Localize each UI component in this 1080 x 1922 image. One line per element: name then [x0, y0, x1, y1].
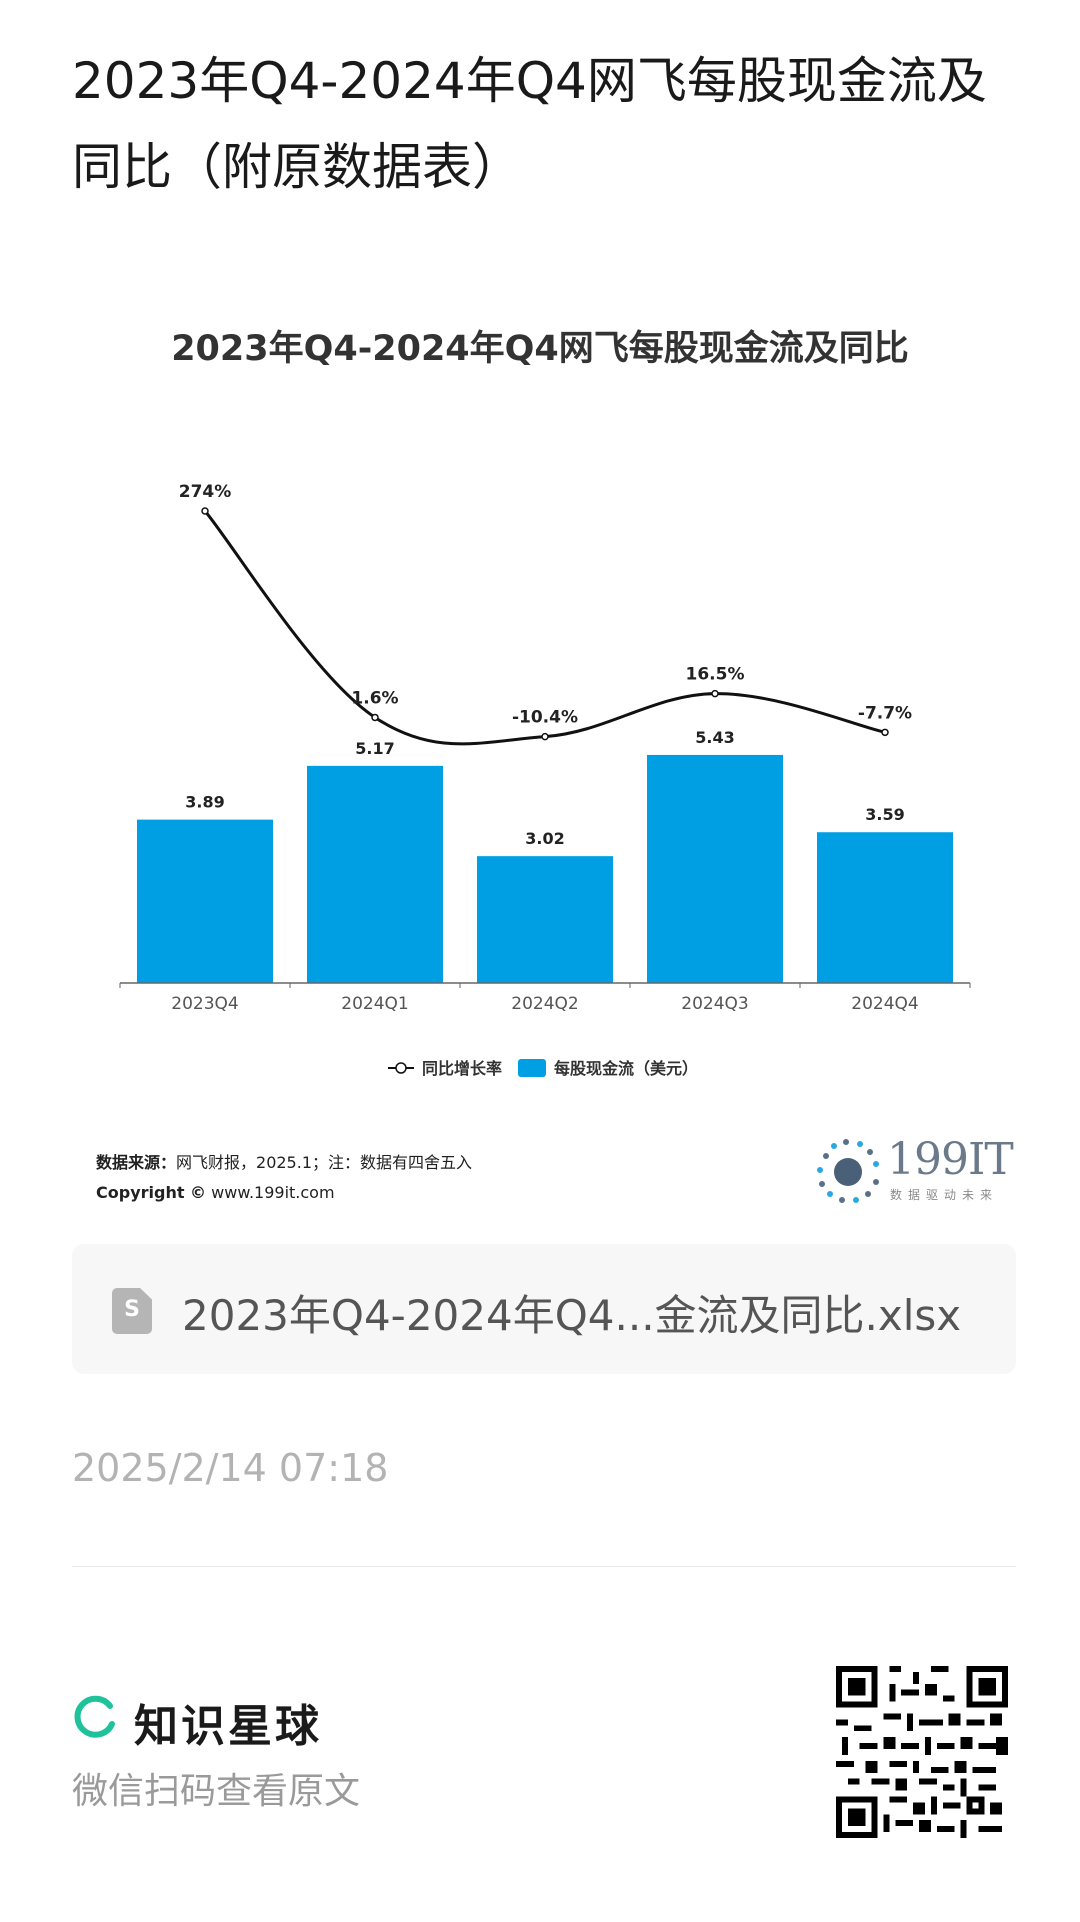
legend-growth-rate: 同比增长率	[422, 1059, 502, 1078]
qr-code-icon[interactable]	[836, 1666, 1008, 1838]
bar-2024Q3	[647, 754, 783, 983]
brand-name: 知识星球	[134, 1701, 322, 1752]
growth-rate-point	[201, 507, 209, 515]
scan-hint: 微信扫码查看原文	[72, 1771, 361, 1812]
growth-rate-point	[371, 713, 379, 722]
logo-dots-icon	[817, 1139, 879, 1203]
growth-rate-label: -7.7%	[858, 703, 912, 723]
source-text: 网飞财报，2025.1；注：数据有四舍五入	[176, 1153, 473, 1172]
bar-value-label: 5.17	[355, 739, 394, 758]
chart-container: 2023年Q4-2024年Q4网飞每股现金流及同比 3.89 2023Q4 5.17…	[0, 300, 1080, 1220]
logo-text: 199IT	[887, 1134, 1014, 1185]
growth-rate-label: 16.5%	[686, 665, 745, 685]
growth-rate-label: -10.4%	[512, 708, 578, 728]
x-tick-label: 2024Q3	[681, 994, 748, 1014]
bar-2024Q4	[817, 832, 953, 983]
growth-rate-label: 274%	[179, 482, 232, 502]
source-note: 数据来源：网飞财报，2025.1；注：数据有四舍五入 Copyright © w…	[96, 1148, 472, 1208]
bar-value-label: 5.43	[695, 728, 734, 747]
x-tick-label: 2024Q4	[851, 994, 918, 1014]
source-label: 数据来源：	[96, 1153, 177, 1172]
growth-rate-point	[711, 689, 719, 698]
legend-line-dot	[395, 1062, 407, 1074]
spreadsheet-icon: S	[112, 1288, 152, 1334]
x-tick-label: 2024Q1	[341, 994, 408, 1014]
bar-2024Q1	[307, 765, 443, 983]
file-name: 2023年Q4-2024年Q4...金流及同比.xlsx	[182, 1291, 962, 1340]
logo-199it: 199IT 数据驱动未来	[812, 1134, 1014, 1206]
bar-2023Q4	[137, 819, 273, 983]
x-tick-label: 2023Q4	[171, 994, 238, 1014]
copyright-url: www.199it.com	[211, 1183, 335, 1202]
growth-rate-point	[881, 728, 889, 737]
chart-title: 2023年Q4-2024年Q4网飞每股现金流及同比	[171, 329, 909, 369]
growth-rate-point	[541, 732, 549, 741]
divider	[72, 1566, 1016, 1567]
zsxq-logo-icon	[74, 1695, 115, 1738]
x-tick-label: 2024Q2	[511, 994, 578, 1014]
legend-bar-marker	[518, 1059, 546, 1077]
file-attachment[interactable]: S 2023年Q4-2024年Q4...金流及同比.xlsx	[72, 1244, 1016, 1374]
bar-value-label: 3.89	[185, 793, 224, 812]
chart-svg: 3.89 2023Q4 5.17 2024Q1 3.02 2024Q2 5.43 2024Q3…	[119, 482, 971, 1078]
page-title: 2023年Q4-2024年Q4网飞每股现金流及同比（附原数据表）	[72, 52, 987, 196]
post-timestamp: 2025/2/14 07:18	[72, 1446, 389, 1490]
bar-value-label: 3.59	[865, 805, 904, 824]
bar-2024Q2	[477, 856, 613, 983]
logo-tagline: 数据驱动未来	[890, 1188, 999, 1202]
growth-rate-line	[203, 510, 886, 746]
copyright-label: Copyright ©	[96, 1183, 207, 1202]
legend-cash-flow: 每股现金流（美元）	[554, 1059, 698, 1078]
growth-rate-label: 1.6%	[351, 688, 398, 708]
file-icon-letter: S	[124, 1297, 140, 1322]
bar-value-label: 3.02	[525, 829, 564, 848]
